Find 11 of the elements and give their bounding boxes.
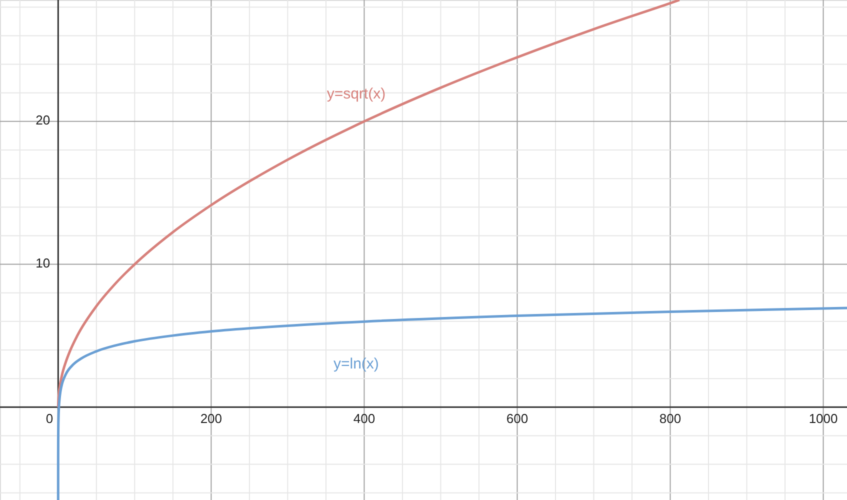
- x-tick-label: 600: [506, 411, 528, 426]
- series-label: y=sqrt(x): [326, 85, 386, 102]
- x-tick-label: 0: [46, 411, 54, 426]
- y-tick-label: 20: [36, 112, 50, 128]
- x-tick-label: 800: [659, 411, 682, 426]
- y-tick-label: 10: [36, 255, 50, 270]
- x-tick-label: 400: [353, 411, 376, 426]
- x-tick-label: 200: [200, 411, 222, 426]
- line-series: [56, 0, 681, 408]
- x-tick-label: 1000: [808, 411, 838, 426]
- line-series: [56, 306, 847, 500]
